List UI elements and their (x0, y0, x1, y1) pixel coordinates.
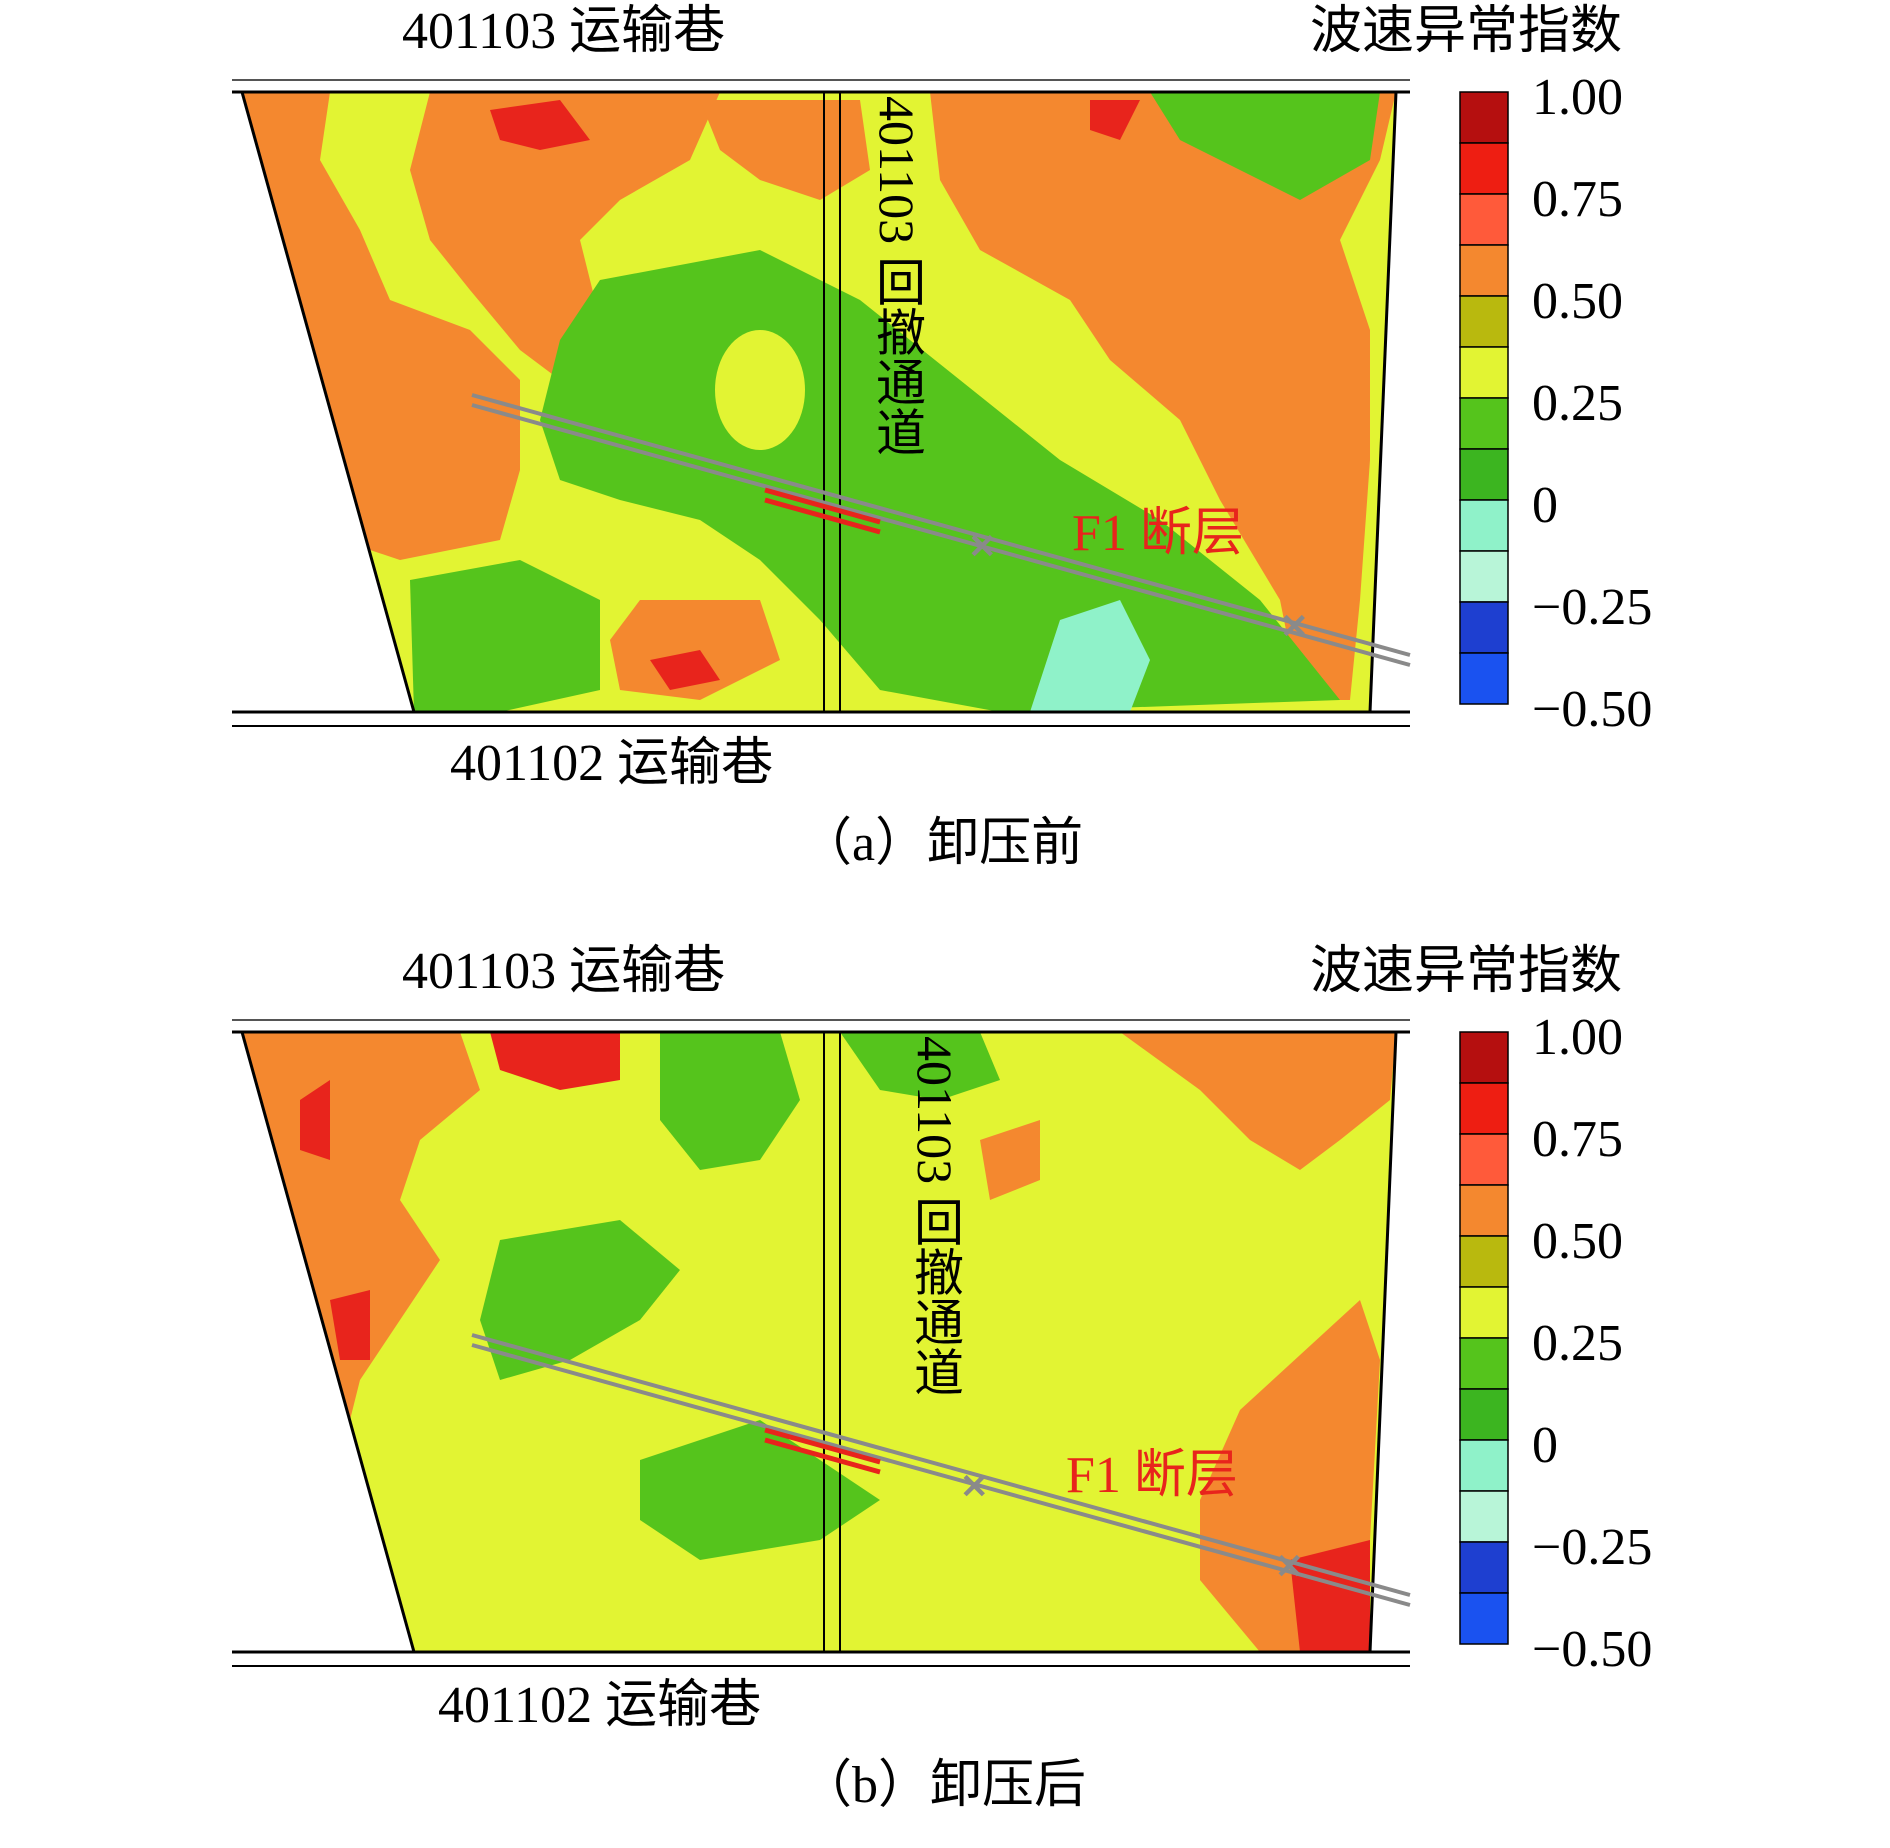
bottom-roadway-label: 401102 运输巷 (450, 735, 774, 792)
red-zone (330, 1290, 370, 1360)
fault-segment-red (764, 497, 881, 535)
legend-swatch (1459, 1286, 1509, 1339)
legend-tick: 0.50 (1532, 273, 1623, 330)
cross-marker: ✕ (968, 529, 997, 566)
legend-swatch (1459, 1388, 1509, 1441)
legend-tick: 0.75 (1532, 171, 1623, 228)
retreat-channel-label: 401103 回撤通道 (869, 96, 925, 457)
legend-swatch (1459, 397, 1509, 450)
yellow-patch (715, 330, 805, 450)
panel-caption: （b）卸压后 (800, 1757, 1087, 1814)
cross-marker: ✕ (1280, 609, 1309, 646)
legend-tick: −0.25 (1532, 1519, 1653, 1576)
fault-trace (471, 1343, 1411, 1607)
fault-segment-red (764, 1427, 881, 1465)
legend-swatch (1459, 1031, 1509, 1084)
red-zone (1090, 100, 1140, 140)
legend-tick: 0.25 (1532, 375, 1623, 432)
fault-label: F1 断层 (1066, 1447, 1238, 1504)
orange-zone (1120, 1032, 1396, 1170)
fault-trace (471, 393, 1411, 657)
fault-segment-red (764, 487, 881, 525)
cross-marker: ✕ (960, 1469, 989, 1506)
legend-title: 波速异常指数 (1310, 3, 1623, 60)
legend-swatch (1459, 1541, 1509, 1594)
orange-zone (610, 600, 780, 700)
legend-swatch (1459, 1439, 1509, 1492)
legend-title: 波速异常指数 (1310, 943, 1623, 1000)
legend-swatch (1459, 295, 1509, 348)
red-zone (650, 650, 720, 690)
cross-marker: ✕ (1275, 1549, 1304, 1586)
panel-after: ✕ ✕ 401103 运输巷 波速异常指数 401103 回撤通道 F1 断层 … (0, 940, 1890, 1848)
bottom-roadway-label: 401102 运输巷 (438, 1677, 762, 1734)
green-zone (640, 1420, 880, 1560)
legend-swatch (1459, 1592, 1509, 1645)
legend-swatch (1459, 1337, 1509, 1390)
orange-zone (700, 100, 870, 200)
boundary-right (1368, 1031, 1398, 1653)
orange-zone (980, 1120, 1040, 1200)
legend-tick: 0 (1532, 477, 1558, 534)
retreat-channel-label: 401103 回撤通道 (907, 1036, 963, 1397)
legend-swatch (1459, 1235, 1509, 1288)
legend-tick: −0.50 (1532, 1621, 1653, 1678)
legend-swatch (1459, 193, 1509, 246)
green-zone (410, 560, 600, 712)
legend-tick: 1.00 (1532, 69, 1623, 126)
legend-tick: 0.75 (1532, 1111, 1623, 1168)
legend-swatch (1459, 601, 1509, 654)
legend-swatch (1459, 1133, 1509, 1186)
velocity-map-after: ✕ ✕ (232, 1019, 1509, 1667)
green-zone (660, 1032, 800, 1170)
legend-swatch (1459, 244, 1509, 297)
velocity-map-before: ✕ ✕ (232, 79, 1509, 727)
red-zone (490, 1032, 620, 1090)
legend-swatch (1459, 448, 1509, 501)
legend-swatch (1459, 1490, 1509, 1543)
red-zone (490, 100, 590, 150)
contour-area (242, 92, 1396, 712)
legend-swatch (1459, 346, 1509, 399)
green-zone (840, 1032, 1000, 1100)
fault-trace (471, 1333, 1411, 1597)
red-zone (300, 1080, 330, 1160)
legend-tick: −0.25 (1532, 579, 1653, 636)
legend-tick: 0.50 (1532, 1213, 1623, 1270)
orange-zone (410, 92, 720, 380)
legend-tick: 0 (1532, 1417, 1558, 1474)
legend-tick: 1.00 (1532, 1009, 1623, 1066)
panel-before: ✕ ✕ 401103 运输巷 波速异常指数 401103 回撤通道 F1 断层 … (0, 0, 1890, 908)
green-zone (1150, 92, 1380, 200)
boundary-left (240, 1031, 416, 1653)
green-zone (480, 1220, 680, 1380)
fault-trace (471, 403, 1411, 667)
fault-label: F1 断层 (1072, 505, 1244, 562)
panel-caption: （a）卸压前 (800, 815, 1084, 872)
teal-zone (1030, 600, 1150, 712)
legend-swatch (1459, 1184, 1509, 1237)
boundary-right (1368, 91, 1398, 713)
legend-colorbar (1459, 91, 1509, 705)
legend-colorbar (1459, 1031, 1509, 1645)
legend-tick: −0.50 (1532, 681, 1653, 738)
orange-zone (930, 92, 1396, 700)
legend-tick: 0.25 (1532, 1315, 1623, 1372)
legend-swatch (1459, 1082, 1509, 1135)
legend-swatch (1459, 652, 1509, 705)
legend-swatch (1459, 499, 1509, 552)
legend-swatch (1459, 142, 1509, 195)
top-roadway-label: 401103 运输巷 (402, 3, 726, 60)
contour-area (242, 1032, 1396, 1652)
fault-segment-red (764, 1437, 881, 1475)
legend-swatch (1459, 550, 1509, 603)
legend-swatch (1459, 91, 1509, 144)
boundary-left (240, 91, 416, 713)
top-roadway-label: 401103 运输巷 (402, 943, 726, 1000)
